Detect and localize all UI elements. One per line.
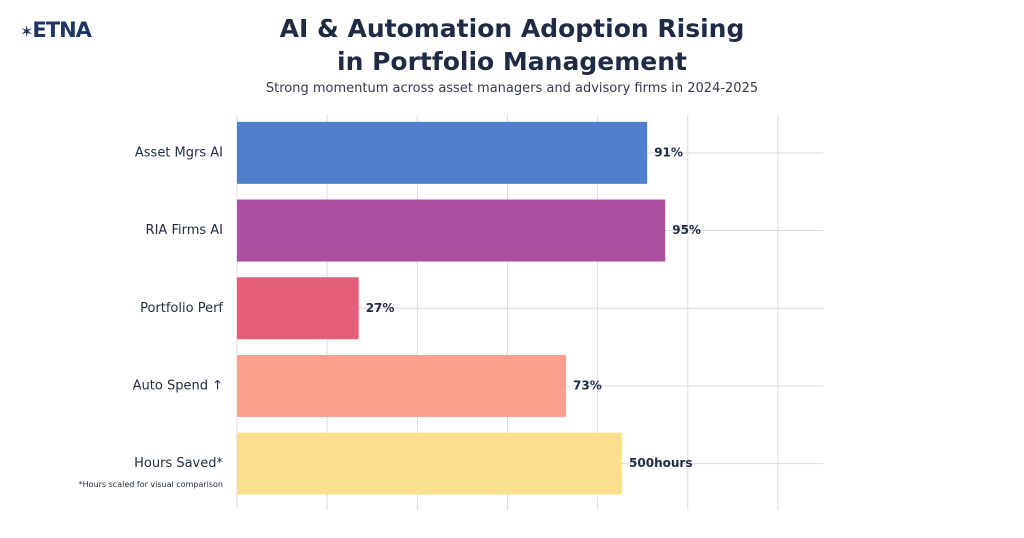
value-label: 500hours (629, 456, 692, 470)
bar (237, 121, 648, 184)
bar (237, 199, 666, 262)
bar (237, 354, 567, 417)
value-label: 95% (672, 223, 701, 237)
category-label: RIA Firms AI (146, 223, 223, 238)
bar (237, 432, 623, 495)
category-label: Hours Saved* (134, 456, 223, 471)
category-label: Asset Mgrs AI (135, 145, 223, 160)
logo: ✶ETNA (20, 18, 92, 42)
value-label: 73% (573, 378, 602, 392)
chart-subtitle: Strong momentum across asset managers an… (265, 81, 759, 96)
category-label: Portfolio Perf (140, 301, 223, 316)
bar (237, 277, 359, 340)
value-label: 91% (654, 145, 683, 159)
footnote: *Hours scaled for visual comparison (79, 480, 223, 489)
value-label: 27% (366, 301, 395, 315)
logo-text: ETNA (32, 18, 91, 42)
chart-title: AI & Automation Adoption Rising in Portf… (279, 14, 745, 76)
category-label: Auto Spend ↑ (133, 378, 223, 393)
